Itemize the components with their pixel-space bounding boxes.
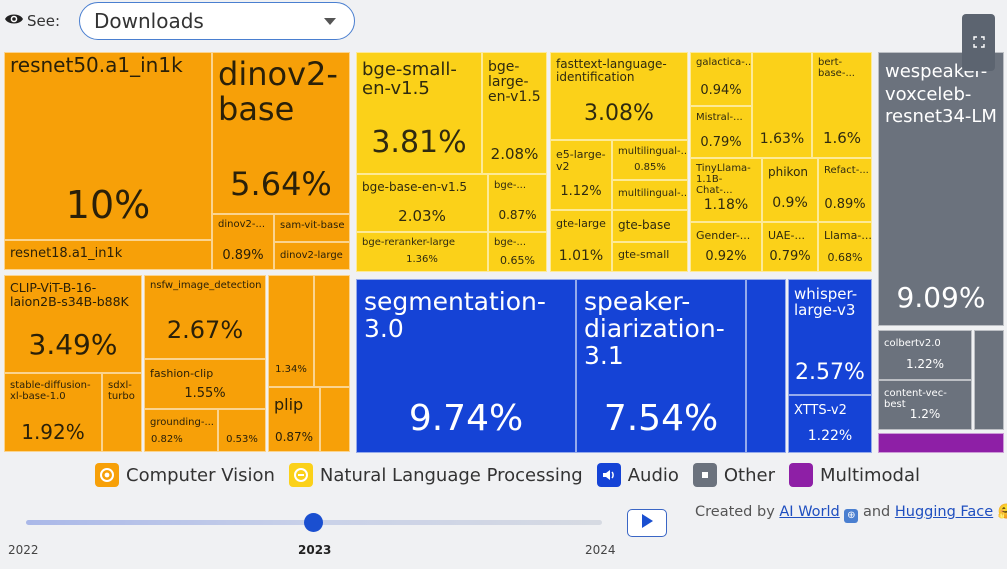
timeline-handle[interactable]: [304, 513, 323, 532]
multimodal-icon: [789, 463, 813, 487]
eye-icon: [95, 463, 119, 487]
tile-resnet50[interactable]: resnet50.a1_in1k 10%: [4, 52, 212, 240]
tile-galactica[interactable]: galactica-... 0.94%: [690, 52, 752, 106]
eye-icon: [4, 12, 24, 30]
tile-xtts[interactable]: XTTS-v2 1.22%: [788, 395, 872, 453]
play-icon: [640, 513, 654, 533]
tile-cv-extra1[interactable]: [314, 275, 350, 387]
legend-item-nlp[interactable]: Natural Language Processing: [288, 463, 583, 487]
tile-bge-base[interactable]: bge-base-en-v1.5 2.03%: [356, 174, 488, 232]
globe-icon: ⊕: [844, 509, 859, 523]
tile-cv-small[interactable]: 0.53%: [218, 409, 266, 452]
tile-content-vec[interactable]: content-vec-best 1.2%: [878, 380, 972, 430]
tile-bge-large[interactable]: bge-large-en-v1.5 2.08%: [482, 52, 547, 174]
legend-item-multimodal[interactable]: Multimodal: [789, 463, 920, 487]
tile-whisper[interactable]: whisper-large-v3 2.57%: [788, 279, 872, 395]
tile-fasttext[interactable]: fasttext-language-identification 3.08%: [550, 52, 688, 140]
tile-cv-extra2[interactable]: [320, 387, 350, 452]
see-label: See:: [4, 10, 60, 32]
tile-mistral[interactable]: Mistral-... 0.79%: [690, 106, 752, 158]
ai-world-link[interactable]: AI World: [779, 504, 840, 520]
tile-segmentation[interactable]: segmentation-3.0 9.74%: [356, 279, 576, 453]
tile-gender[interactable]: Gender-... 0.92%: [690, 222, 762, 272]
tile-phikon[interactable]: phikon 0.9%: [762, 158, 818, 222]
legend-item-audio[interactable]: Audio: [596, 463, 679, 487]
tile-dinov2-base[interactable]: dinov2-base 5.64%: [212, 52, 350, 214]
tile-bge-3[interactable]: bge-... 0.65%: [488, 232, 547, 272]
tile-wespeaker[interactable]: wespeaker-voxceleb-resnet34-LM 9.09%: [878, 52, 1004, 326]
tile-clip-vit[interactable]: CLIP-ViT-B-16-laion2B-s34B-b88K 3.49%: [4, 275, 142, 373]
tile-gte-base[interactable]: gte-base: [612, 210, 688, 242]
tile-fashion-clip[interactable]: fashion-clip 1.55%: [144, 359, 266, 409]
tile-refact[interactable]: Refact-... 0.89%: [818, 158, 872, 222]
chat-icon: [288, 463, 313, 487]
speaker-icon: [596, 463, 621, 487]
tile-gte-large[interactable]: gte-large 1.01%: [550, 210, 612, 272]
tile-grounding[interactable]: grounding-... 0.82%: [144, 409, 218, 452]
play-button[interactable]: [627, 509, 667, 537]
metric-select-value: Downloads: [94, 9, 204, 33]
tile-dinov2-large[interactable]: dinov2-large: [274, 242, 350, 270]
tile-tinyllama[interactable]: TinyLlama-1.1B-Chat-... 1.18%: [690, 158, 762, 222]
tile-multilingual-2[interactable]: multilingual-...: [612, 180, 688, 210]
tile-cv-134[interactable]: 1.34%: [268, 275, 314, 387]
tile-bge-small[interactable]: bge-small-en-v1.5 3.81%: [356, 52, 482, 174]
tile-other-extra[interactable]: [974, 330, 1004, 430]
year-label-2023: 2023: [298, 543, 332, 557]
tile-colbert[interactable]: colbertv2.0 1.22%: [878, 330, 972, 380]
tile-speaker-diarization[interactable]: speaker-diarization-3.1 7.54%: [576, 279, 746, 453]
tile-bert-base[interactable]: bert-base-... 1.6%: [812, 52, 872, 158]
year-label-2024: 2024: [585, 543, 616, 557]
hugging-face-link[interactable]: Hugging Face: [894, 504, 994, 520]
fullscreen-button[interactable]: [962, 14, 995, 71]
tile-sdxl-turbo[interactable]: sdxl-turbo: [102, 373, 142, 452]
tile-plip[interactable]: plip 0.87%: [268, 387, 320, 452]
tile-audio-extra[interactable]: [746, 279, 786, 453]
legend-item-other[interactable]: Other: [692, 463, 775, 487]
tile-bge-reranker[interactable]: bge-reranker-large 1.36%: [356, 232, 488, 272]
tile-uae[interactable]: UAE-... 0.79%: [762, 222, 818, 272]
tile-bge-2[interactable]: bge-... 0.87%: [488, 174, 547, 232]
metric-select[interactable]: Downloads: [79, 2, 355, 40]
tile-e5-large[interactable]: e5-large-v2 1.12%: [550, 140, 612, 210]
hugging-face-icon: 🤗: [997, 504, 1007, 520]
tile-nlp-163[interactable]: 1.63%: [752, 52, 812, 158]
tile-multilingual-1[interactable]: multilingual-... 0.85%: [612, 140, 688, 180]
expand-icon: [972, 33, 985, 52]
tile-sam-vit-base[interactable]: sam-vit-base: [274, 214, 350, 242]
tile-sdxl-base[interactable]: stable-diffusion-xl-base-1.0 1.92%: [4, 373, 102, 452]
square-icon: [692, 463, 717, 487]
credits: Created by AI World ⊕ and Hugging Face 🤗: [695, 503, 1007, 523]
tile-dinov2-small[interactable]: dinov2-... 0.89%: [212, 214, 274, 270]
see-text: See:: [27, 12, 61, 30]
chevron-down-icon: [324, 18, 336, 25]
tile-nsfw[interactable]: nsfw_image_detection 2.67%: [144, 275, 266, 359]
tile-multimodal[interactable]: [878, 433, 1004, 453]
tile-llama[interactable]: Llama-... 0.68%: [818, 222, 872, 272]
year-label-2022: 2022: [8, 543, 39, 557]
tile-resnet18[interactable]: resnet18.a1_in1k: [4, 240, 212, 270]
legend-item-computer-vision[interactable]: Computer Vision: [95, 463, 275, 487]
tile-gte-small[interactable]: gte-small: [612, 242, 688, 272]
legend: Computer Vision Natural Language Process…: [95, 461, 920, 489]
